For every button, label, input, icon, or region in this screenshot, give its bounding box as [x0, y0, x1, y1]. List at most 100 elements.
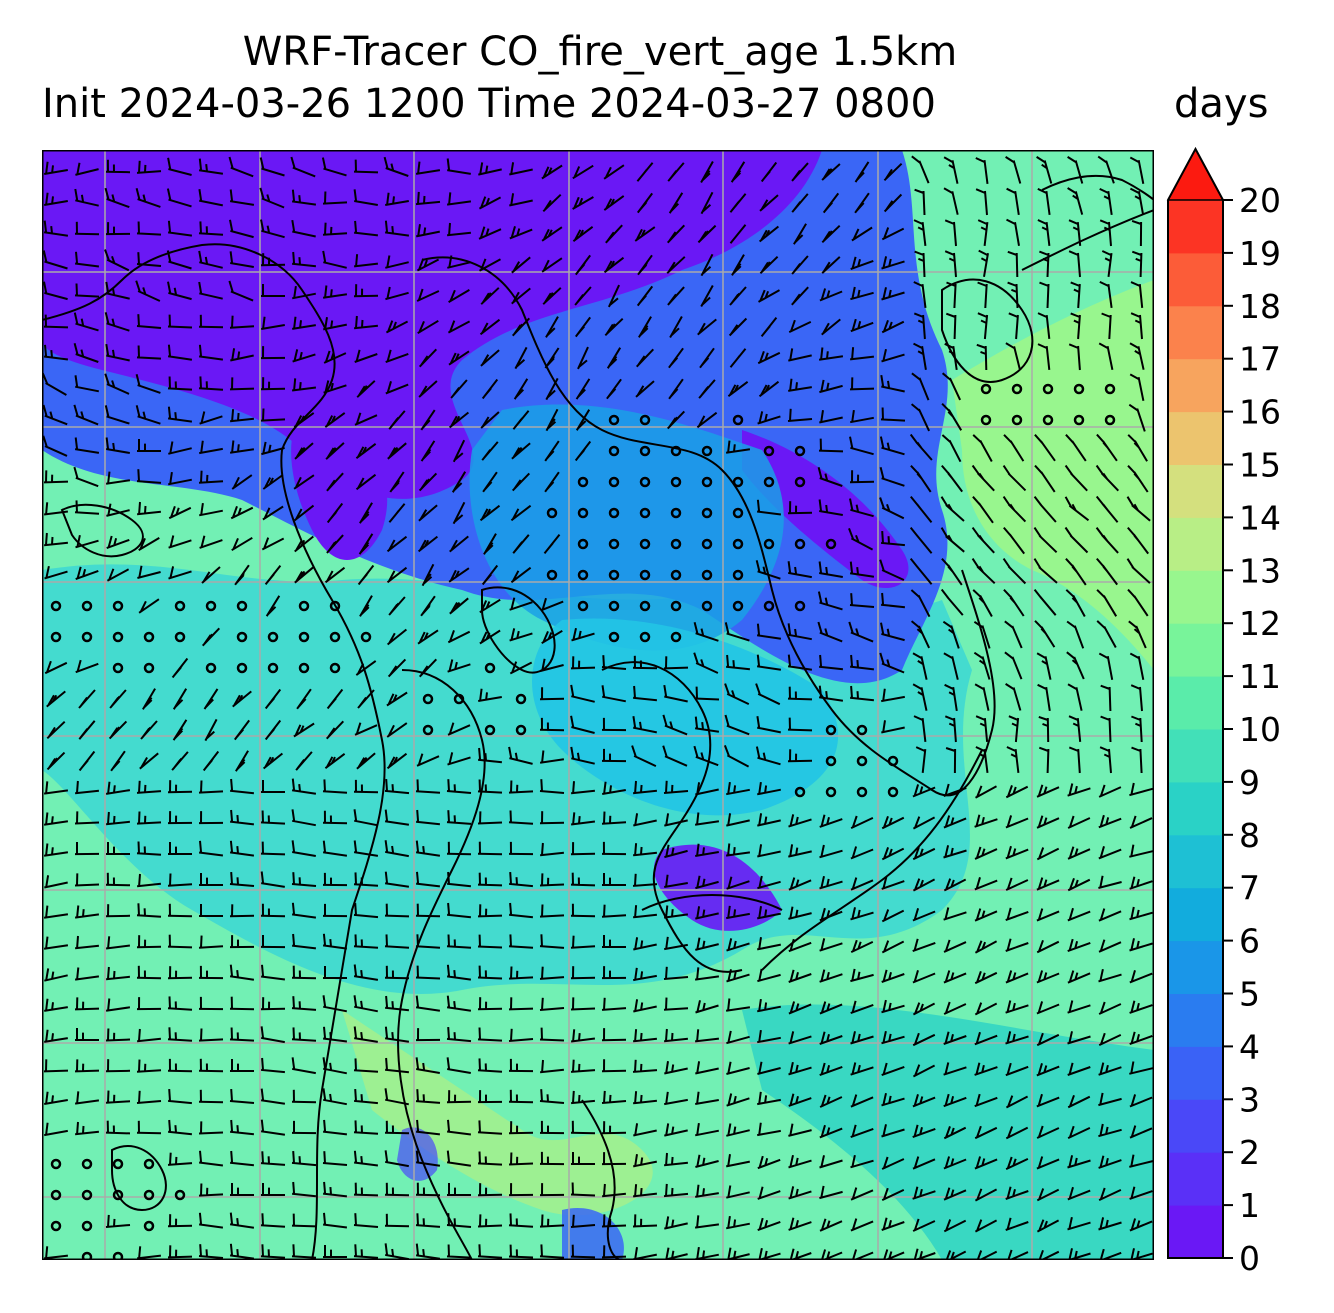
wind-barb	[384, 1182, 410, 1197]
wind-barb	[135, 280, 161, 302]
wind-barb	[42, 372, 67, 396]
calm-wind-circle	[608, 538, 620, 550]
wind-barb	[229, 996, 255, 1011]
wind-barb	[296, 688, 312, 710]
wind-barb	[384, 934, 410, 949]
wind-barb	[633, 813, 657, 827]
wind-barb	[850, 939, 874, 954]
wind-barb	[75, 659, 99, 674]
wind-barb	[1003, 526, 1025, 555]
wind-barb	[446, 1119, 472, 1136]
wind-barb	[633, 967, 657, 982]
wind-barb	[44, 565, 68, 580]
wind-barb	[883, 193, 903, 213]
calm-wind-circle	[329, 631, 341, 643]
wind-barb	[291, 902, 317, 919]
wind-barb	[198, 221, 224, 236]
wind-barb	[167, 376, 193, 391]
wind-barb	[508, 1058, 534, 1073]
wind-barb	[850, 286, 874, 301]
wind-barb	[106, 535, 130, 550]
wind-barb	[416, 753, 440, 767]
wind-barb	[1036, 1093, 1060, 1108]
wind-barb	[854, 161, 870, 183]
wind-barb	[43, 1059, 69, 1073]
calm-wind-circle	[825, 786, 837, 798]
wind-barb	[817, 621, 843, 643]
wind-barb	[74, 811, 100, 825]
wind-barb	[724, 714, 750, 736]
wind-barb	[1098, 875, 1122, 889]
wind-barb	[43, 812, 69, 826]
wind-barb	[204, 718, 218, 742]
wind-barb	[322, 1212, 348, 1229]
wind-barb	[1131, 219, 1143, 247]
wind-barb	[1067, 783, 1091, 797]
wind-barb	[74, 1121, 100, 1136]
calm-wind-circle	[174, 1189, 186, 1201]
wind-barb	[1067, 846, 1091, 860]
wind-barb	[943, 1126, 967, 1140]
colorbar-block	[1168, 570, 1223, 624]
wind-barb	[322, 191, 348, 205]
calm-wind-circle	[980, 414, 992, 426]
wind-barb	[168, 471, 192, 486]
wind-barb	[1067, 1125, 1091, 1140]
wind-barb	[880, 374, 905, 393]
wind-barb	[198, 1121, 224, 1135]
wind-barbs	[42, 155, 1153, 1260]
wind-barb	[975, 715, 989, 742]
wind-barb	[1129, 970, 1153, 984]
wind-barb	[539, 966, 565, 980]
wind-barb	[667, 162, 685, 182]
wind-barb	[105, 1214, 131, 1228]
wind-barb	[912, 938, 936, 953]
wind-barb	[322, 872, 348, 887]
colorbar-frame	[1167, 146, 1224, 1259]
wind-barb	[850, 877, 874, 891]
wind-barb	[975, 188, 988, 216]
wind-barb	[634, 226, 656, 242]
wind-barb	[325, 442, 345, 460]
wind-barb	[944, 715, 957, 743]
wind-barb	[78, 750, 96, 772]
wind-barb	[354, 349, 378, 363]
calm-wind-circle	[50, 600, 62, 612]
wind-barb	[1129, 187, 1145, 215]
wind-barb	[353, 995, 378, 1013]
wind-barb	[973, 620, 991, 649]
wind-barb	[664, 1091, 688, 1106]
wind-barb	[446, 934, 472, 949]
wind-barb	[261, 780, 285, 793]
wind-barb	[446, 964, 472, 981]
wind-barb	[480, 287, 500, 305]
calm-wind-circle	[763, 445, 775, 457]
colorbar-block	[1168, 517, 1223, 571]
wind-barb	[757, 1091, 781, 1106]
wind-barb	[1064, 496, 1090, 522]
wind-barb	[693, 745, 719, 767]
wind-barb	[385, 255, 409, 269]
wind-barb	[260, 810, 286, 825]
wind-barb	[42, 250, 68, 270]
wind-barb	[632, 1029, 658, 1043]
wind-barb	[168, 842, 192, 855]
calm-wind-circle	[360, 631, 372, 643]
wind-barb	[447, 752, 471, 766]
wind-barb	[973, 651, 991, 680]
wind-barb	[943, 783, 967, 798]
wind-barb	[977, 219, 989, 247]
calm-wind-circle	[267, 662, 279, 674]
wind-barb	[1101, 250, 1113, 278]
wind-barb	[416, 288, 440, 302]
wind-barb	[509, 597, 533, 611]
wind-barb	[728, 317, 748, 337]
calm-wind-circle	[81, 1158, 93, 1170]
map-title-line-2: Init 2024-03-26 1200 Time 2024-03-27 080…	[42, 81, 936, 127]
wind-barb	[850, 1000, 874, 1015]
wind-barb	[943, 1156, 967, 1170]
wind-barb	[512, 534, 530, 554]
wind-barb	[105, 1028, 131, 1042]
wind-barb	[700, 161, 714, 183]
wind-barb	[262, 752, 284, 770]
